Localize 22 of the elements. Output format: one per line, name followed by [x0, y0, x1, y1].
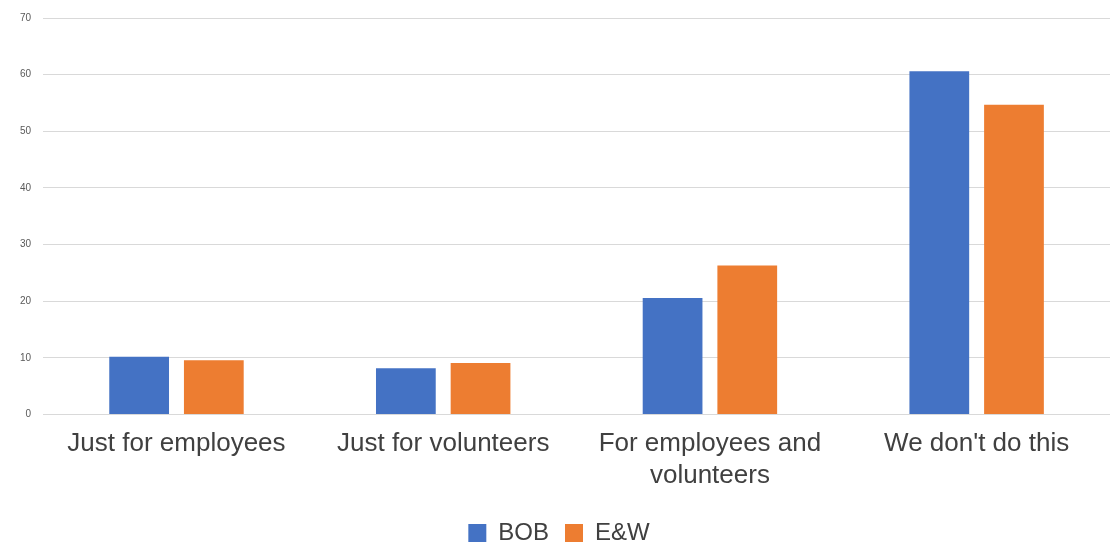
- bar: [183, 360, 244, 415]
- bar: [984, 104, 1044, 415]
- bar: [642, 297, 703, 415]
- bar: [109, 356, 170, 415]
- x-tick-label: Just for employees: [67, 427, 286, 458]
- bar: [450, 363, 511, 415]
- bar: [375, 368, 436, 415]
- x-tick-label: We don't do this: [884, 427, 1070, 458]
- y-tick-label: 40: [20, 181, 32, 193]
- x-tick-label: Just for volunteers: [336, 427, 550, 458]
- bar: [717, 265, 778, 415]
- y-tick-label: 0: [25, 408, 32, 420]
- y-tick-label: 60: [20, 68, 32, 80]
- y-tick-label: 30: [20, 238, 32, 250]
- legend-label: BOB: [498, 517, 550, 545]
- y-tick-label: 20: [20, 295, 32, 307]
- y-tick-label: 50: [20, 125, 32, 137]
- legend-label: E&W: [595, 517, 651, 545]
- x-tick-label: For employees and volunteers: [598, 427, 822, 489]
- bar: [909, 71, 970, 415]
- y-tick-label: 70: [20, 11, 32, 23]
- y-tick-label: 10: [20, 351, 32, 363]
